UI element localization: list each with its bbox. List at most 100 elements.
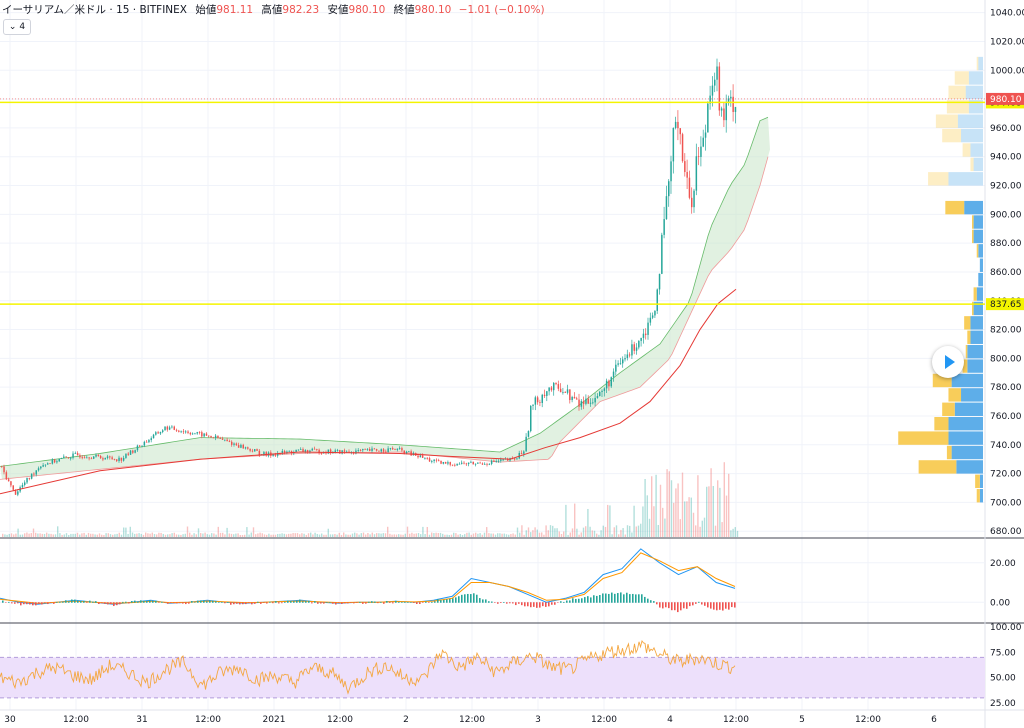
volume-profile-down	[918, 460, 957, 474]
volume-bar	[79, 534, 81, 537]
candle-body	[720, 108, 723, 111]
candle-body	[635, 347, 638, 351]
candle-body	[104, 458, 106, 460]
macd-histogram-bar	[122, 601, 124, 603]
price-tick-label: 680.00	[990, 527, 1022, 537]
candle	[44, 464, 47, 468]
candle-body	[624, 358, 626, 360]
candle-body	[56, 461, 58, 463]
macd-histogram-bar	[377, 602, 379, 604]
volume-bar	[567, 534, 569, 537]
candle	[3, 464, 5, 475]
candle-body	[668, 181, 670, 197]
candle-body	[516, 458, 518, 460]
candle-body	[550, 387, 553, 391]
macd-histogram-bar	[725, 602, 727, 609]
volume-bar	[68, 534, 70, 537]
candle	[559, 383, 562, 393]
volume-bar	[710, 468, 712, 537]
candle-body	[127, 453, 129, 455]
candle-body	[90, 458, 93, 460]
volume-bar	[717, 480, 719, 537]
candle-body	[587, 398, 589, 404]
candle-body	[523, 451, 525, 454]
volume-bar	[252, 527, 255, 537]
candle-body	[718, 66, 721, 111]
candle-body	[49, 463, 51, 465]
volume-bar	[160, 532, 162, 537]
volume-bar	[633, 505, 635, 537]
macd-histogram-bar	[527, 602, 529, 607]
replay-button[interactable]	[932, 346, 964, 378]
volume-bar	[87, 532, 90, 537]
candle-body	[497, 460, 500, 462]
candle	[157, 430, 159, 434]
volume-bar	[219, 532, 222, 537]
candle-body	[102, 458, 104, 460]
candle-body	[665, 196, 668, 220]
macd-histogram-bar	[191, 601, 193, 603]
volume-bar	[134, 533, 136, 537]
macd-histogram-bar	[578, 598, 580, 603]
macd-histogram-bar	[428, 602, 430, 603]
macd-histogram-bar	[695, 602, 697, 604]
candle	[88, 456, 90, 461]
volume-profile-up	[978, 244, 983, 258]
candle-body	[198, 432, 201, 433]
macd-histogram-bar	[467, 593, 469, 603]
volume-bar	[459, 534, 461, 537]
volume-bar	[543, 534, 545, 537]
candle	[615, 359, 617, 376]
candle	[180, 430, 182, 434]
volume-bar	[640, 523, 642, 537]
price-tick-label: 1000.00	[990, 66, 1024, 76]
candle	[316, 448, 318, 452]
candle	[93, 456, 95, 460]
macd-histogram-bar	[494, 602, 496, 603]
volume-bar	[32, 528, 35, 537]
volume-bar	[464, 534, 466, 537]
candle-body	[470, 461, 472, 463]
candle	[173, 425, 175, 431]
volume-bar	[125, 527, 127, 537]
candle-body	[631, 344, 633, 356]
macd-histogram-bar	[455, 597, 457, 603]
candle	[562, 388, 564, 395]
volume-bar	[373, 534, 376, 537]
volume-bar	[404, 533, 406, 537]
macd-histogram-bar	[395, 600, 397, 603]
candle-body	[651, 315, 654, 318]
candle-body	[113, 458, 116, 460]
volume-bar	[725, 495, 728, 537]
volume-bar	[94, 534, 96, 537]
symbol-label[interactable]: イーサリアム／米ドル · 15 · BITFINEX	[2, 4, 187, 16]
volume-bar	[30, 533, 32, 537]
candle	[704, 124, 707, 151]
volume-bar	[494, 534, 497, 537]
volume-bar	[101, 534, 103, 537]
volume-bar	[54, 534, 57, 537]
volume-bar	[208, 534, 211, 537]
rsi-tick-label: 50.00	[990, 674, 1016, 684]
candle-body	[654, 310, 656, 316]
candle-body	[194, 433, 196, 435]
candle-body	[486, 463, 488, 465]
low-label: 安値	[327, 4, 349, 16]
candle-body	[155, 432, 157, 435]
candle	[525, 433, 527, 452]
rsi-line	[0, 640, 736, 695]
macd-histogram-bar	[410, 602, 412, 603]
candle	[118, 455, 120, 463]
candle	[249, 448, 251, 453]
macd-histogram-bar	[2, 600, 4, 603]
macd-histogram-bar	[542, 602, 544, 607]
candle	[49, 463, 51, 465]
volume-bar	[433, 533, 435, 537]
volume-bar	[470, 534, 472, 537]
volume-bar	[224, 534, 226, 537]
volume-bar	[263, 534, 266, 537]
volume-profile-up	[951, 373, 983, 388]
volume-bar	[499, 533, 501, 537]
collapse-indicators-button[interactable]: ⌄ 4	[3, 19, 31, 35]
